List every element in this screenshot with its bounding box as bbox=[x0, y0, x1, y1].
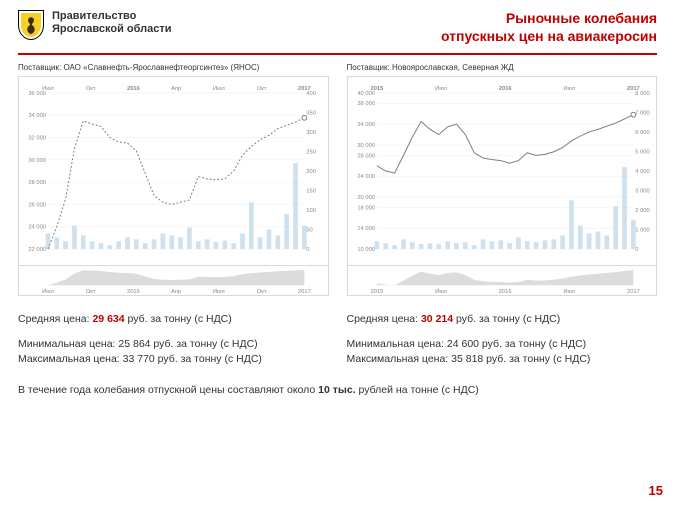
svg-text:4 000: 4 000 bbox=[635, 169, 649, 175]
svg-text:2017: 2017 bbox=[298, 289, 311, 295]
svg-text:1 000: 1 000 bbox=[635, 227, 649, 233]
right-column: Поставщик: Новоярославская, Северная ЖД … bbox=[347, 63, 658, 368]
gov-block: Правительство Ярославской области bbox=[18, 10, 172, 40]
avg-value: 29 634 bbox=[92, 313, 124, 325]
svg-text:300: 300 bbox=[306, 130, 316, 136]
svg-text:5 000: 5 000 bbox=[635, 149, 649, 155]
svg-text:Окт: Окт bbox=[86, 86, 96, 92]
svg-text:Июл: Июл bbox=[563, 86, 575, 92]
svg-text:Апр: Апр bbox=[171, 289, 181, 295]
chart-right-navigator: 2015 Июл 2016 Июл 2017 bbox=[347, 266, 658, 296]
summary-lead: В течение года колебания отпускной цены … bbox=[18, 384, 318, 396]
gov-text: Правительство Ярославской области bbox=[52, 10, 172, 35]
content: Поставщик: ОАО «Славнефть-Ярославнефтеор… bbox=[0, 63, 675, 368]
svg-text:200: 200 bbox=[306, 169, 316, 175]
svg-text:20 000: 20 000 bbox=[357, 195, 375, 201]
svg-text:26 000: 26 000 bbox=[28, 202, 46, 208]
svg-text:Июл: Июл bbox=[42, 86, 54, 92]
svg-text:Июл: Июл bbox=[563, 289, 575, 295]
header: Правительство Ярославской области Рыночн… bbox=[0, 0, 675, 49]
avg-label: Средняя цена: bbox=[18, 313, 90, 325]
title-line1: Рыночные колебания bbox=[441, 10, 657, 28]
chart-left-svg: 22 000 24 000 26 000 28 000 30 000 32 000 34 0… bbox=[19, 77, 328, 265]
chart-right-svg: 10 000 14 000 18 000 20 000 24 000 28 000 30 0… bbox=[348, 77, 657, 265]
min-price-left: Минимальная цена: 25 864 руб. за тонну (… bbox=[18, 337, 329, 352]
avg-price-right: Средняя цена: 30 214 руб. за тонну (с НД… bbox=[347, 312, 658, 327]
page-number: 15 bbox=[649, 483, 663, 498]
nav-left-svg: Июл Окт 2016 Апр Июл Окт 2017 bbox=[19, 266, 328, 295]
left-column: Поставщик: ОАО «Славнефть-Ярославнефтеор… bbox=[18, 63, 329, 368]
svg-text:24 000: 24 000 bbox=[357, 174, 375, 180]
svg-text:Окт: Окт bbox=[257, 86, 267, 92]
svg-text:3 000: 3 000 bbox=[635, 188, 649, 194]
svg-text:6 000: 6 000 bbox=[635, 130, 649, 136]
min-price-right: Минимальная цена: 24 600 руб. за тонну (… bbox=[347, 337, 658, 352]
svg-text:Июл: Июл bbox=[435, 86, 447, 92]
nav-right-svg: 2015 Июл 2016 Июл 2017 bbox=[348, 266, 657, 295]
supplier-left: Поставщик: ОАО «Славнефть-Ярославнефтеор… bbox=[18, 63, 329, 72]
svg-text:100: 100 bbox=[306, 208, 316, 214]
svg-text:250: 250 bbox=[306, 149, 316, 155]
svg-text:28 000: 28 000 bbox=[28, 180, 46, 186]
svg-text:28 000: 28 000 bbox=[357, 153, 375, 159]
max-price-right: Максимальная цена: 35 818 руб. за тонну … bbox=[347, 352, 658, 367]
svg-text:2016: 2016 bbox=[127, 86, 140, 92]
svg-text:18 000: 18 000 bbox=[357, 205, 375, 211]
avg-unit: руб. за тонну (с НДС) bbox=[128, 313, 232, 325]
svg-text:30 000: 30 000 bbox=[357, 143, 375, 149]
avg-price-left: Средняя цена: 29 634 руб. за тонну (с НД… bbox=[18, 312, 329, 327]
title-line2: отпускных цен на авиакеросин bbox=[441, 28, 657, 46]
svg-text:2016: 2016 bbox=[498, 289, 511, 295]
supplier-right: Поставщик: Новоярославская, Северная ЖД bbox=[347, 63, 658, 72]
summary-line: В течение года колебания отпускной цены … bbox=[0, 368, 675, 396]
svg-text:2017: 2017 bbox=[626, 86, 639, 92]
chart-right: 10 000 14 000 18 000 20 000 24 000 28 000 30 0… bbox=[347, 76, 658, 266]
svg-text:7 000: 7 000 bbox=[635, 110, 649, 116]
svg-text:50: 50 bbox=[306, 227, 312, 233]
svg-text:Окт: Окт bbox=[257, 289, 267, 295]
summary-tail: рублей на тонне (с НДС) bbox=[359, 384, 479, 396]
summary-bold: 10 тыс. bbox=[318, 384, 358, 396]
chart-left-navigator: Июл Окт 2016 Апр Июл Окт 2017 bbox=[18, 266, 329, 296]
svg-text:10 000: 10 000 bbox=[357, 247, 375, 253]
gov-line1: Правительство bbox=[52, 10, 172, 23]
stats-right: Средняя цена: 30 214 руб. за тонну (с НД… bbox=[347, 312, 658, 368]
svg-text:22 000: 22 000 bbox=[28, 247, 46, 253]
svg-text:24 000: 24 000 bbox=[28, 225, 46, 231]
svg-text:Июл: Июл bbox=[435, 289, 447, 295]
svg-text:14 000: 14 000 bbox=[357, 226, 375, 232]
avg-value: 30 214 bbox=[421, 313, 453, 325]
svg-text:32 000: 32 000 bbox=[28, 135, 46, 141]
svg-text:Июл: Июл bbox=[213, 289, 225, 295]
svg-text:2016: 2016 bbox=[498, 86, 511, 92]
svg-text:0: 0 bbox=[635, 247, 638, 253]
svg-text:34 000: 34 000 bbox=[357, 122, 375, 128]
svg-text:0: 0 bbox=[306, 247, 309, 253]
svg-text:Апр: Апр bbox=[171, 86, 181, 92]
svg-text:350: 350 bbox=[306, 110, 316, 116]
svg-text:30 000: 30 000 bbox=[28, 158, 46, 164]
header-rule bbox=[18, 53, 657, 55]
max-price-left: Максимальная цена: 33 770 руб. за тонну … bbox=[18, 352, 329, 367]
avg-label: Средняя цена: bbox=[347, 313, 419, 325]
svg-text:2 000: 2 000 bbox=[635, 208, 649, 214]
svg-text:Июл: Июл bbox=[42, 289, 54, 295]
svg-text:Окт: Окт bbox=[86, 289, 96, 295]
svg-text:150: 150 bbox=[306, 188, 316, 194]
page-title: Рыночные колебания отпускных цен на авиа… bbox=[441, 10, 657, 45]
chart-left: 22 000 24 000 26 000 28 000 30 000 32 000 34 0… bbox=[18, 76, 329, 266]
stats-left: Средняя цена: 29 634 руб. за тонну (с НД… bbox=[18, 312, 329, 368]
gov-line2: Ярославской области bbox=[52, 23, 172, 36]
svg-text:2017: 2017 bbox=[298, 86, 311, 92]
svg-text:38 000: 38 000 bbox=[357, 101, 375, 107]
avg-unit: руб. за тонну (с НДС) bbox=[456, 313, 560, 325]
coat-of-arms-icon bbox=[18, 10, 44, 40]
svg-text:Июл: Июл bbox=[213, 86, 225, 92]
svg-text:2016: 2016 bbox=[127, 289, 140, 295]
svg-text:34 000: 34 000 bbox=[28, 113, 46, 119]
svg-text:2015: 2015 bbox=[370, 289, 383, 295]
svg-text:2017: 2017 bbox=[626, 289, 639, 295]
svg-text:2015: 2015 bbox=[370, 86, 384, 92]
